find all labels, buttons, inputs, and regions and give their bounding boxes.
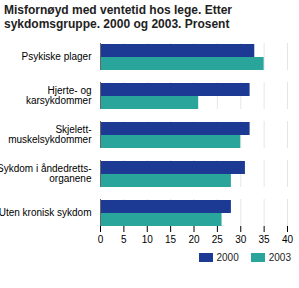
svg-text:Psykiske plager: Psykiske plager: [21, 51, 92, 62]
svg-text:Uten kronisk sykdom: Uten kronisk sykdom: [0, 207, 92, 218]
svg-text:20: 20: [188, 234, 200, 245]
html-text:2000: 2000: [216, 252, 239, 263]
svg-text:30: 30: [235, 234, 247, 245]
html-text:2003: 2003: [268, 252, 291, 263]
svg-text:Sykdom i åndedretts-organene: Sykdom i åndedretts-organene: [0, 163, 92, 184]
svg-text:40: 40: [282, 234, 294, 245]
svg-text:Skjelett-muskelsykdommer: Skjelett-muskelsykdommer: [8, 124, 92, 145]
svg-text:25: 25: [212, 234, 224, 245]
svg-text:35: 35: [259, 234, 271, 245]
svg-text:0: 0: [98, 234, 104, 245]
svg-text:15: 15: [165, 234, 177, 245]
svg-text:5: 5: [121, 234, 127, 245]
html-text:Misfornøyd med ventetid hos le: Misfornøyd med ventetid hos lege. Etter …: [4, 3, 232, 31]
svg-text:Hjerte- ogkarsykdommer: Hjerte- ogkarsykdommer: [26, 85, 92, 106]
svg-text:10: 10: [142, 234, 154, 245]
